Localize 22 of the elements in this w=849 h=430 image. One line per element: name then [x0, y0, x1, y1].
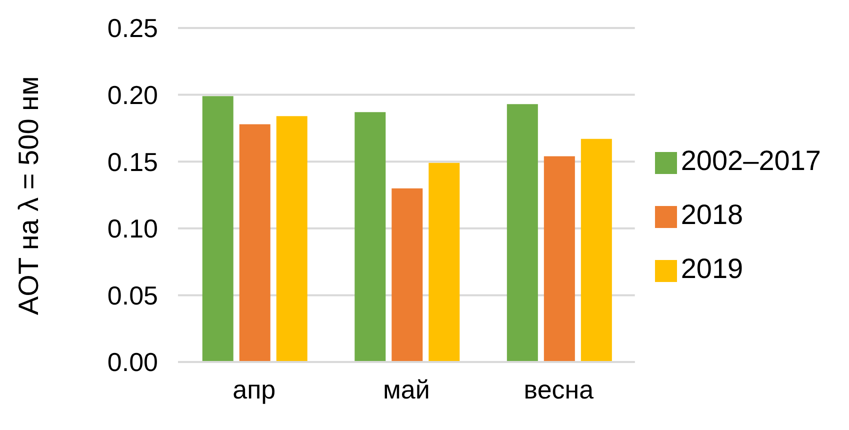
bar	[239, 124, 270, 362]
y-tick-label: 0.00	[107, 347, 158, 378]
y-tick-label: 0.10	[107, 214, 158, 244]
bar	[580, 138, 612, 362]
legend-label: 2019	[680, 253, 744, 284]
y-tick-label: 0.05	[107, 280, 158, 310]
legend-label: 2002–2017	[680, 145, 821, 176]
bar	[202, 96, 234, 362]
legend-label: 2018	[680, 199, 744, 230]
x-tick-label: май	[382, 374, 430, 404]
bar	[544, 156, 575, 362]
x-tick-label: весна	[524, 374, 594, 404]
y-axis-title: AOT на λ = 500 нм	[12, 76, 44, 315]
bar	[506, 104, 538, 362]
y-tick-label: 0.25	[107, 13, 158, 44]
bar	[276, 116, 308, 362]
bar	[428, 162, 460, 362]
bar	[354, 112, 386, 362]
y-tick-label: 0.20	[107, 80, 158, 110]
bar	[392, 188, 423, 362]
x-tick-label: апр	[232, 374, 276, 404]
y-tick-label: 0.15	[107, 146, 158, 177]
